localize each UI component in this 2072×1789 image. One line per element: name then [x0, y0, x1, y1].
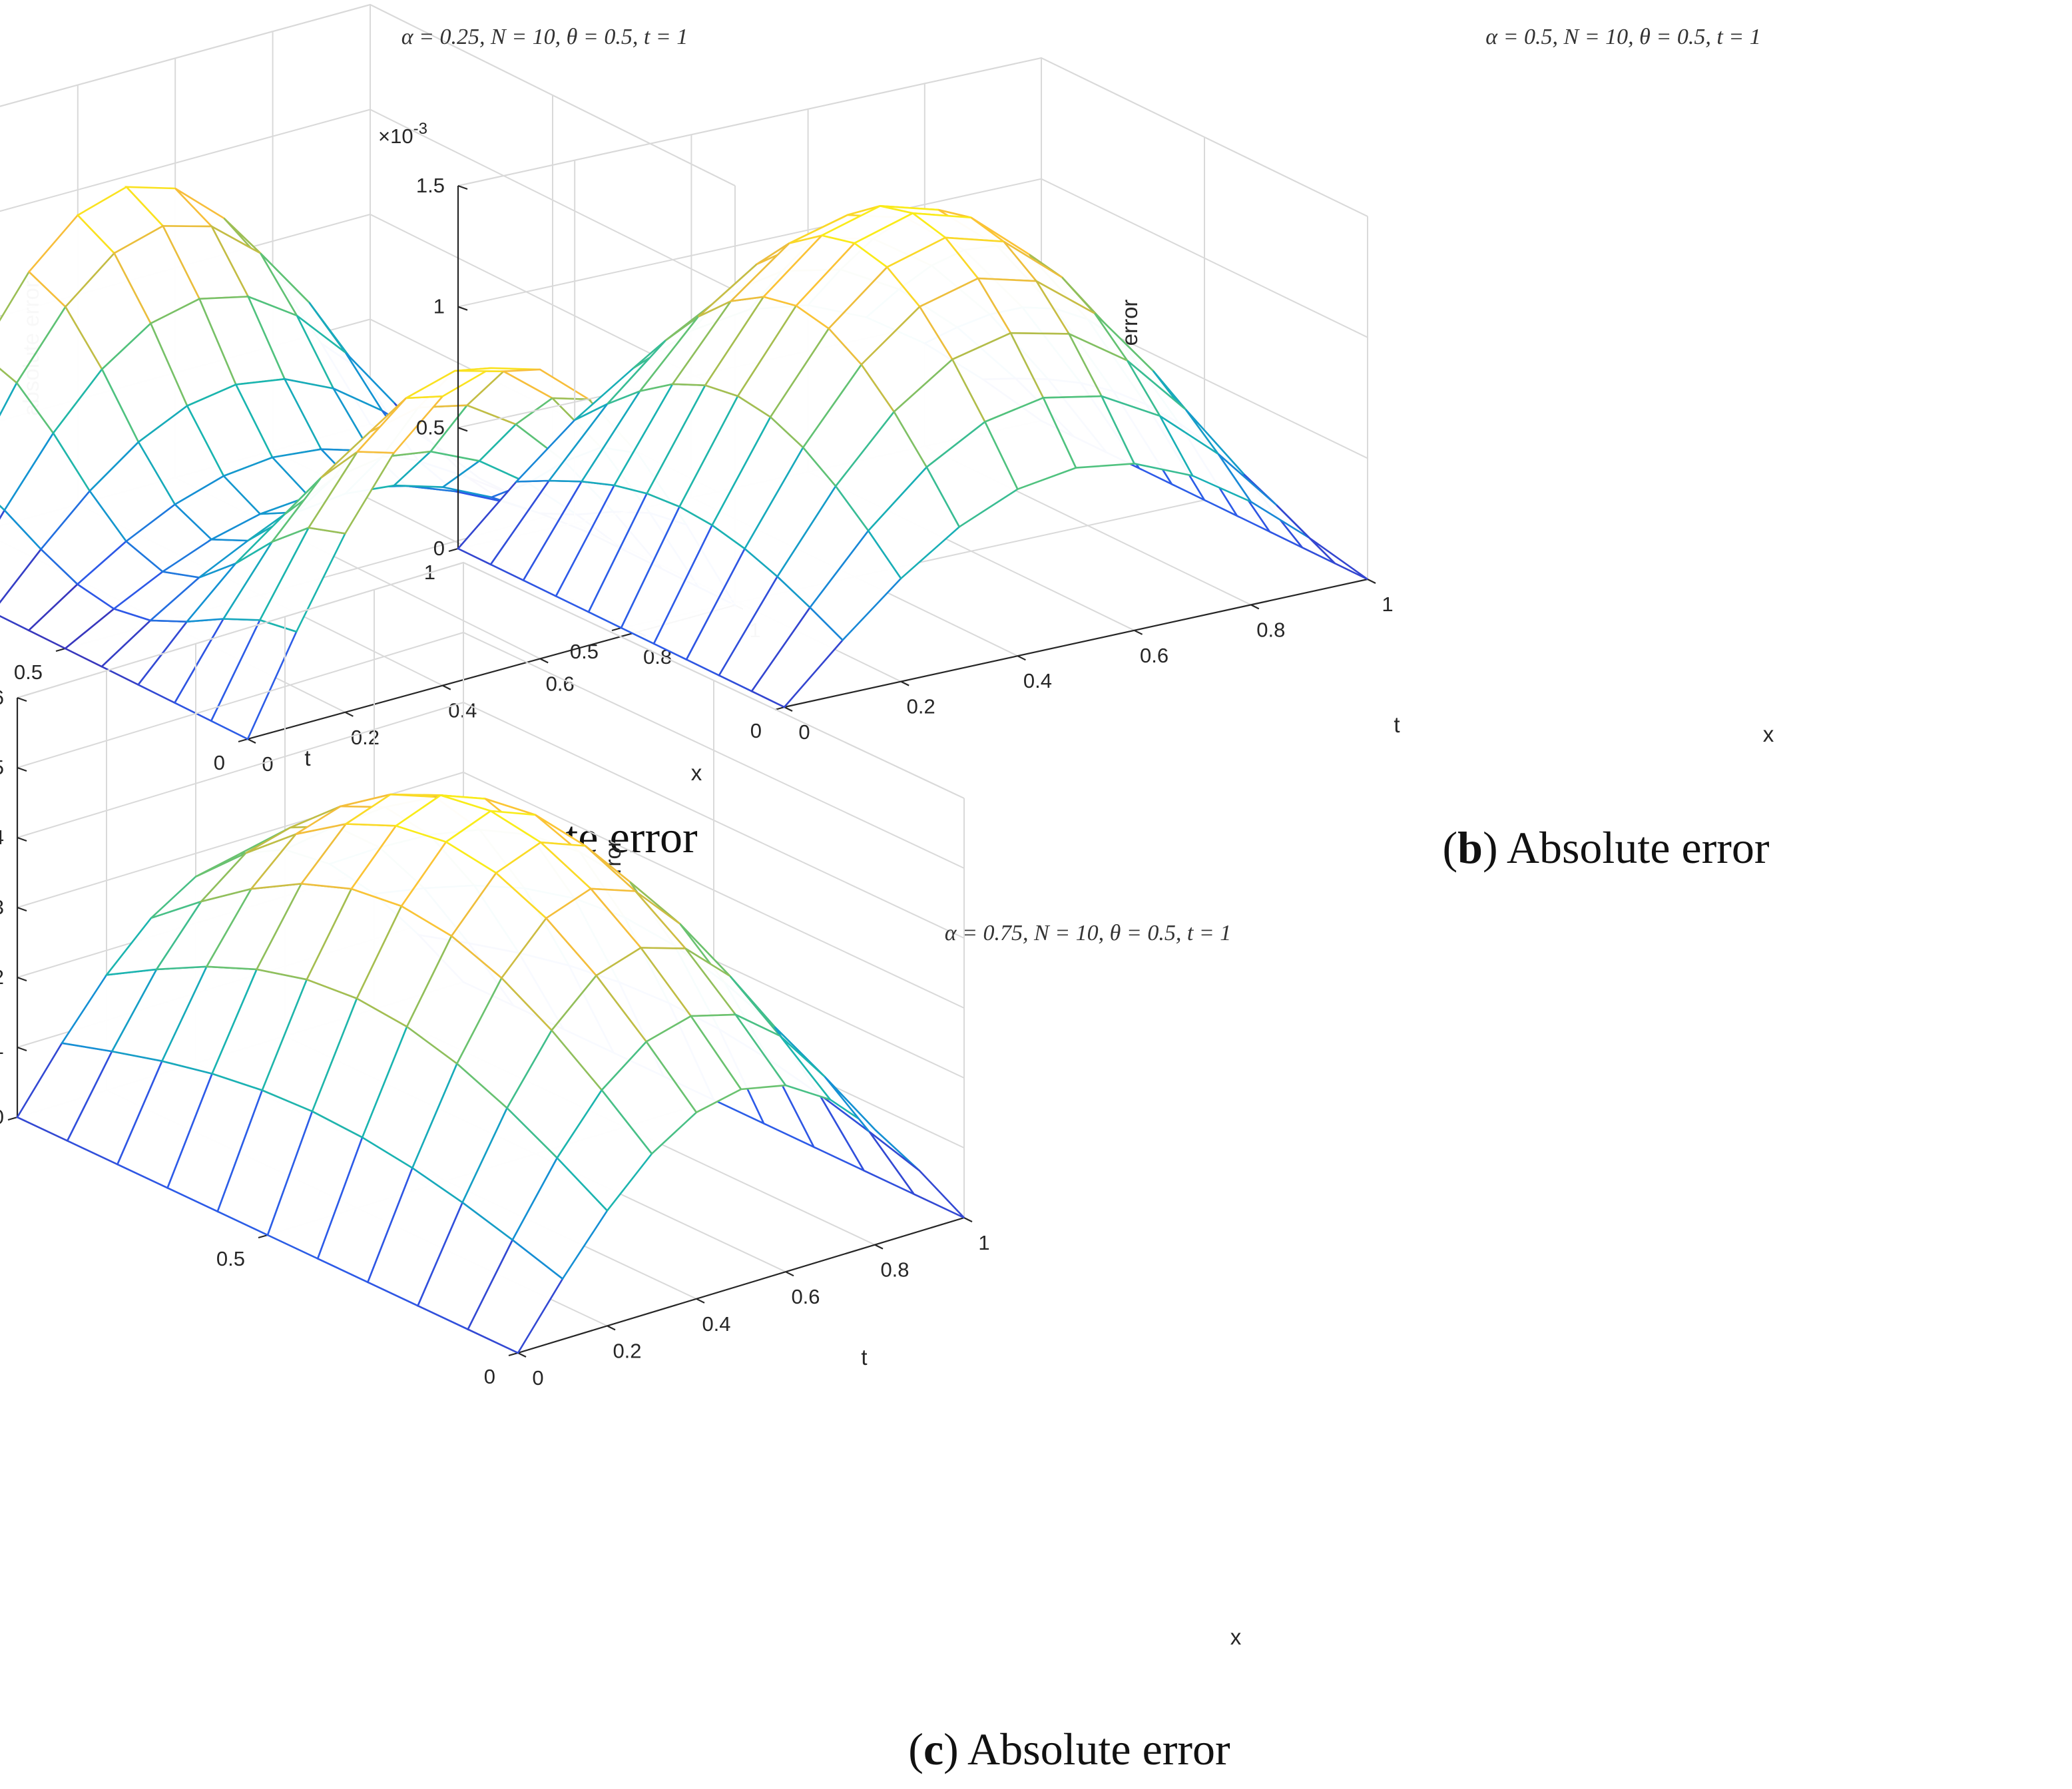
x-tick-label: 0.4 — [702, 1312, 730, 1336]
wall-edge — [457, 57, 1368, 217]
t-tick — [508, 1352, 519, 1357]
caption-close: ) — [1483, 822, 1507, 873]
x-axis — [517, 1216, 965, 1354]
x-tick-label: 0.4 — [1023, 669, 1052, 692]
z-tick-label: 1.5 — [416, 174, 445, 197]
surface-b — [456, 204, 1368, 708]
t-tick — [258, 1234, 268, 1239]
caption-open: ( — [1442, 822, 1457, 873]
z-tick-label: 0 — [0, 1105, 4, 1129]
x-tick — [1134, 629, 1143, 635]
x-tick — [784, 706, 793, 712]
x-tick — [539, 658, 549, 664]
x-tick — [874, 1244, 884, 1250]
t-tick — [611, 627, 622, 632]
panel-c: 00.20.40.60.8100.510123456×10-4absolute … — [0, 561, 1242, 1774]
x-tick — [1017, 655, 1026, 661]
x-tick — [900, 680, 909, 686]
x-tick-label: 0.6 — [546, 672, 575, 695]
x-axis-label: x — [691, 760, 702, 785]
x-tick-label: 0.8 — [880, 1258, 909, 1282]
gridline-z — [457, 57, 1368, 217]
t-tick — [7, 1116, 18, 1121]
z-tick — [17, 906, 27, 912]
x-tick-label: 0.6 — [1140, 644, 1168, 667]
z-tick-label: 1 — [433, 295, 445, 318]
x-tick — [607, 1325, 616, 1331]
x-axis — [784, 578, 1368, 708]
x-tick-label: 0.8 — [1256, 618, 1285, 641]
z-tick — [17, 696, 27, 702]
caption-close: ) — [943, 1724, 967, 1774]
t-axis-label: t — [304, 746, 310, 770]
x-tick-label: 1 — [1382, 593, 1393, 616]
x-tick-label: 0.2 — [613, 1339, 641, 1362]
x-tick-label: 0 — [532, 1366, 543, 1390]
caption: (b) Absolute error — [1442, 822, 1769, 873]
z-exponent-power: -3 — [413, 120, 427, 138]
z-tick — [457, 184, 468, 190]
z-tick — [457, 427, 468, 432]
x-tick — [1250, 604, 1260, 610]
x-axis-label: x — [1230, 1625, 1242, 1649]
surface-cell — [868, 1131, 965, 1219]
wall-edge — [0, 3, 736, 186]
x-tick — [1367, 579, 1376, 584]
t-tick — [55, 647, 66, 652]
t-axis-label: t — [861, 1345, 867, 1370]
t-tick — [448, 547, 459, 553]
z-tick — [17, 766, 27, 772]
caption-letter: c — [923, 1724, 943, 1774]
caption-letter: b — [1457, 822, 1483, 873]
x-tick-label: 0.6 — [791, 1285, 820, 1308]
x-tick-label: 0 — [798, 720, 810, 744]
z-tick-label: 2 — [0, 965, 4, 989]
z-exponent-base: ×10 — [378, 125, 413, 148]
x-tick-label: 1 — [978, 1231, 989, 1254]
x-tick — [696, 1298, 705, 1304]
caption-text: Absolute error — [967, 1724, 1230, 1774]
panel-b: 00.20.40.60.8100.5100.511.5×10-3absolute… — [378, 25, 1774, 873]
panel-a: 00.20.40.60.8100.5100.511.52×10-3absolut… — [0, 3, 761, 862]
wall-edge — [17, 561, 965, 799]
chart-title: α = 0.5, N = 10, θ = 0.5, t = 1 — [1485, 25, 1760, 49]
z-tick-label: 3 — [0, 895, 4, 919]
chart-title: α = 0.75, N = 10, θ = 0.5, t = 1 — [945, 921, 1231, 945]
t-tick-label: 0 — [484, 1365, 495, 1388]
z-tick-label: 0 — [433, 537, 445, 560]
z-tick-label: 1 — [0, 1035, 4, 1059]
z-tick — [457, 306, 468, 311]
x-tick — [442, 684, 451, 690]
x-tick — [247, 738, 256, 744]
x-tick — [517, 1352, 527, 1358]
caption: (c) Absolute error — [908, 1724, 1230, 1774]
t-tick-label: 0.5 — [570, 640, 599, 663]
z-tick — [17, 1046, 27, 1052]
surface-c — [16, 793, 965, 1354]
t-tick-label: 0 — [750, 719, 762, 742]
caption-text: Absolute error — [1507, 822, 1770, 873]
z-exponent: ×10-3 — [378, 120, 427, 148]
z-tick — [17, 836, 27, 842]
t-tick-label: 0 — [214, 751, 225, 774]
x-tick-label: 0 — [262, 752, 273, 776]
t-tick-label: 0.5 — [216, 1247, 245, 1270]
x-tick-label: 0.2 — [907, 695, 935, 718]
x-tick — [785, 1271, 794, 1277]
z-tick-label: 0.5 — [416, 415, 445, 439]
z-tick-label: 4 — [0, 826, 4, 849]
t-tick — [238, 738, 248, 743]
t-tick-label: 0.5 — [14, 660, 43, 684]
x-tick — [344, 711, 354, 717]
t-axis-label: t — [1394, 712, 1400, 737]
caption-open: ( — [908, 1724, 923, 1774]
z-tick — [17, 976, 27, 982]
x-axis-label: x — [1763, 722, 1774, 746]
z-tick-label: 5 — [0, 756, 4, 779]
chart-title: α = 0.25, N = 10, θ = 0.5, t = 1 — [401, 25, 688, 49]
z-tick-label: 6 — [0, 686, 4, 709]
x-tick — [963, 1217, 973, 1222]
surface-cell — [1276, 504, 1368, 581]
